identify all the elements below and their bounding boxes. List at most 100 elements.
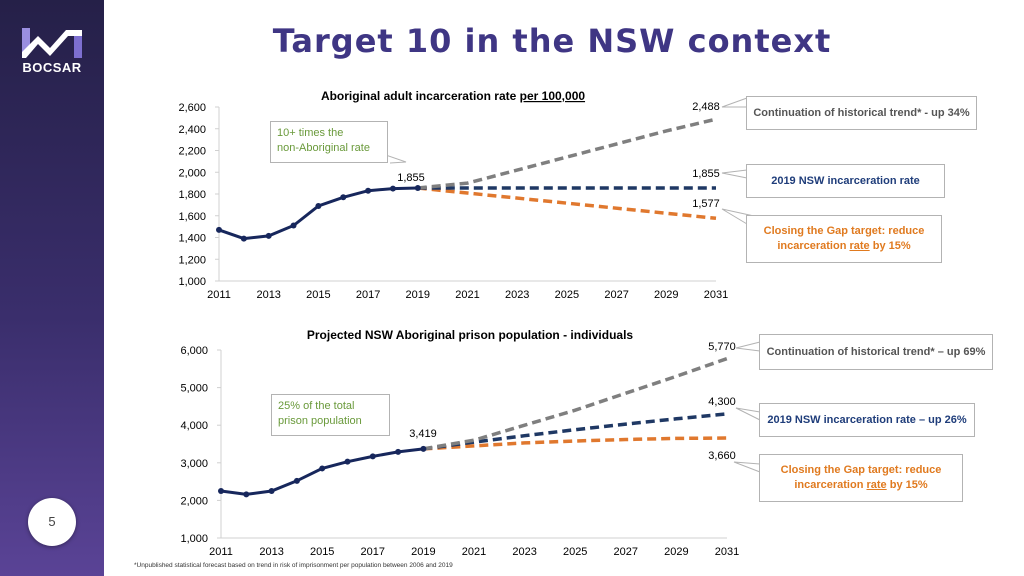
chart2-x-tick-0: 2011 [209,546,233,558]
chart2-x-tick-10: 2031 [715,546,739,558]
chart2-point-2013 [268,488,275,494]
chart1-label-historical: 2,488 [692,101,720,113]
chart2-callout-ctg-line1: Closing the Gap target: reduce [780,464,942,476]
chart1-callout-ctg-line2-post: by 15% [869,240,911,252]
chart1-callout-ctg: Closing the Gap target: reduce incarcera… [746,215,942,263]
chart2-x-tick-4: 2019 [411,546,435,558]
chart1-x-tick-9: 2029 [654,289,678,301]
chart1-y-tick-5: 2,000 [178,167,206,179]
sidebar: BOCSAR 5 [0,0,104,576]
chart2-point-2019 [420,445,427,452]
chart1-callout-ctg-line2-underlined: rate [849,240,870,252]
chart1-x-tick-5: 2021 [455,289,479,301]
chart1-callout-ctg-line2-pre: incarceration [777,240,850,252]
chart2-point-2016 [344,458,351,465]
chart1-x-tick-4: 2019 [406,289,430,301]
chart1-point-2016 [340,194,347,201]
chart2-title: Projected NSW Aboriginal prison populati… [307,328,634,342]
chart2-callout-ctg-line2-pre: incarceration [794,479,867,491]
chart1-y-tick-2: 1,400 [178,233,206,245]
chart2-callout-ctg-line2-underlined: rate [866,479,887,491]
chart2-y-tick-5: 6,000 [180,345,208,357]
chart1-point-2011 [216,226,222,233]
chart2-x-tick-7: 2025 [563,546,587,558]
chart2-point-2017 [369,453,376,460]
chart1-note-line1: 10+ times the [277,127,344,139]
chart2-callout-historical-text: Continuation of historical trend* – up 6… [766,346,986,358]
chart2-y-tick-4: 5,000 [180,383,208,395]
chart2-callout-nsw2019: 2019 NSW incarceration rate – up 26% [759,403,975,437]
chart2-x-tick-6: 2023 [512,546,536,558]
chart1-callout-historical: Continuation of historical trend* - up 3… [746,96,977,130]
chart1-x-tick-8: 2027 [604,289,628,301]
chart1-x-tick-6: 2023 [505,289,529,301]
chart2-note-line1: 25% of the total [278,400,355,412]
chart2-callout-pointer-3 [733,461,761,473]
chart2-series-historical-trend [423,356,728,451]
chart1-y-tick-6: 2,200 [178,146,206,158]
chart1-note: 10+ times the non-Aboriginal rate [270,121,388,163]
chart2-x-tick-3: 2017 [361,546,385,558]
chart1-x-tick-labels: 2011 2013 2015 2017 2019 2021 2023 2025 2027 2029… [207,289,728,301]
chart1-callout-ctg-line2: incarceration rate by 15% [747,239,941,254]
chart2-callout-pointer-1 [735,341,761,352]
chart1-callout-pointer-2 [721,169,748,179]
chart2-series-nsw-2019-rate [423,412,728,451]
chart1-label-nsw2019: 1,855 [692,168,720,180]
chart2-x-tick-labels: 2011 2013 2015 2017 2019 2021 2023 2025 2027 2029… [209,546,739,558]
chart2-callout-historical: Continuation of historical trend* – up 6… [759,334,993,370]
chart2-label-historical: 5,770 [708,341,736,353]
chart2-label-nsw2019: 4,300 [708,396,736,408]
chart1-callout-ctg-line1: Closing the Gap target: reduce [763,225,925,237]
chart1-x-tick-10: 2031 [704,289,728,301]
chart1-y-tick-0: 1,000 [178,276,206,288]
chart2-y-tick-labels: 1,000 2,000 3,000 4,000 5,000 6,000 [180,345,221,545]
chart1-label-2019: 1,855 [397,172,425,184]
chart1-series-closing-the-gap [417,186,717,221]
chart1-point-2017 [365,187,372,194]
page-title: Target 10 in the NSW context [272,22,832,60]
chart2-callout-nsw2019-text: 2019 NSW incarceration rate – up 26% [767,414,967,426]
chart1-point-2012 [240,235,247,242]
chart1-x-tick-3: 2017 [356,289,380,301]
chart1-series-actual [218,186,418,241]
chart1-x-tick-1: 2013 [256,289,280,301]
chart2-x-tick-5: 2021 [462,546,486,558]
chart1-title-underlined: per 100,000 [520,89,586,103]
chart2-point-2015 [319,465,326,472]
chart2-y-tick-0: 1,000 [180,533,208,545]
chart1-title: Aboriginal adult incarceration rate per … [321,89,585,103]
chart2-series-actual [220,447,424,496]
chart1-callout-nsw2019: 2019 NSW incarceration rate [746,164,945,198]
chart2-point-2011 [218,488,224,494]
chart1-point-2015 [315,202,322,209]
chart1-x-tick-7: 2025 [555,289,579,301]
bocsar-logo-icon [22,28,82,58]
chart1-y-tick-3: 1,600 [178,211,206,223]
page-number: 5 [28,498,76,546]
chart2-y-tick-3: 4,000 [180,420,208,432]
chart1-series [216,117,717,242]
chart1-x-tick-0: 2011 [207,289,231,301]
chart2-callout-ctg-line2: incarceration rate by 15% [760,478,962,493]
chart1-title-main: Aboriginal adult incarceration rate [321,89,520,103]
chart2-y-tick-2: 3,000 [180,458,208,470]
chart1-y-tick-labels: 1,000 1,200 1,400 1,600 1,800 2,000 2,200 2,400… [178,102,219,288]
chart2-point-2014 [293,477,300,484]
chart1-point-2014 [290,222,297,229]
chart1-label-ctg: 1,577 [692,198,720,210]
footnote: *Unpublished statistical forecast based … [134,562,453,569]
chart2-note: 25% of the total prison population [271,394,390,436]
chart1-y-tick-4: 1,800 [178,189,206,201]
chart2-point-2018 [395,448,402,455]
chart1-y-tick-8: 2,600 [178,102,206,114]
chart2-callout-ctg: Closing the Gap target: reduce incarcera… [759,454,963,502]
chart2-point-2012 [243,491,250,498]
chart1-point-2019 [414,185,421,192]
chart2-x-tick-8: 2027 [614,546,638,558]
chart2-note-line2: prison population [278,415,362,427]
chart2-series [218,356,728,498]
chart2-label-ctg: 3,660 [708,450,736,462]
chart2-x-tick-2: 2015 [310,546,334,558]
